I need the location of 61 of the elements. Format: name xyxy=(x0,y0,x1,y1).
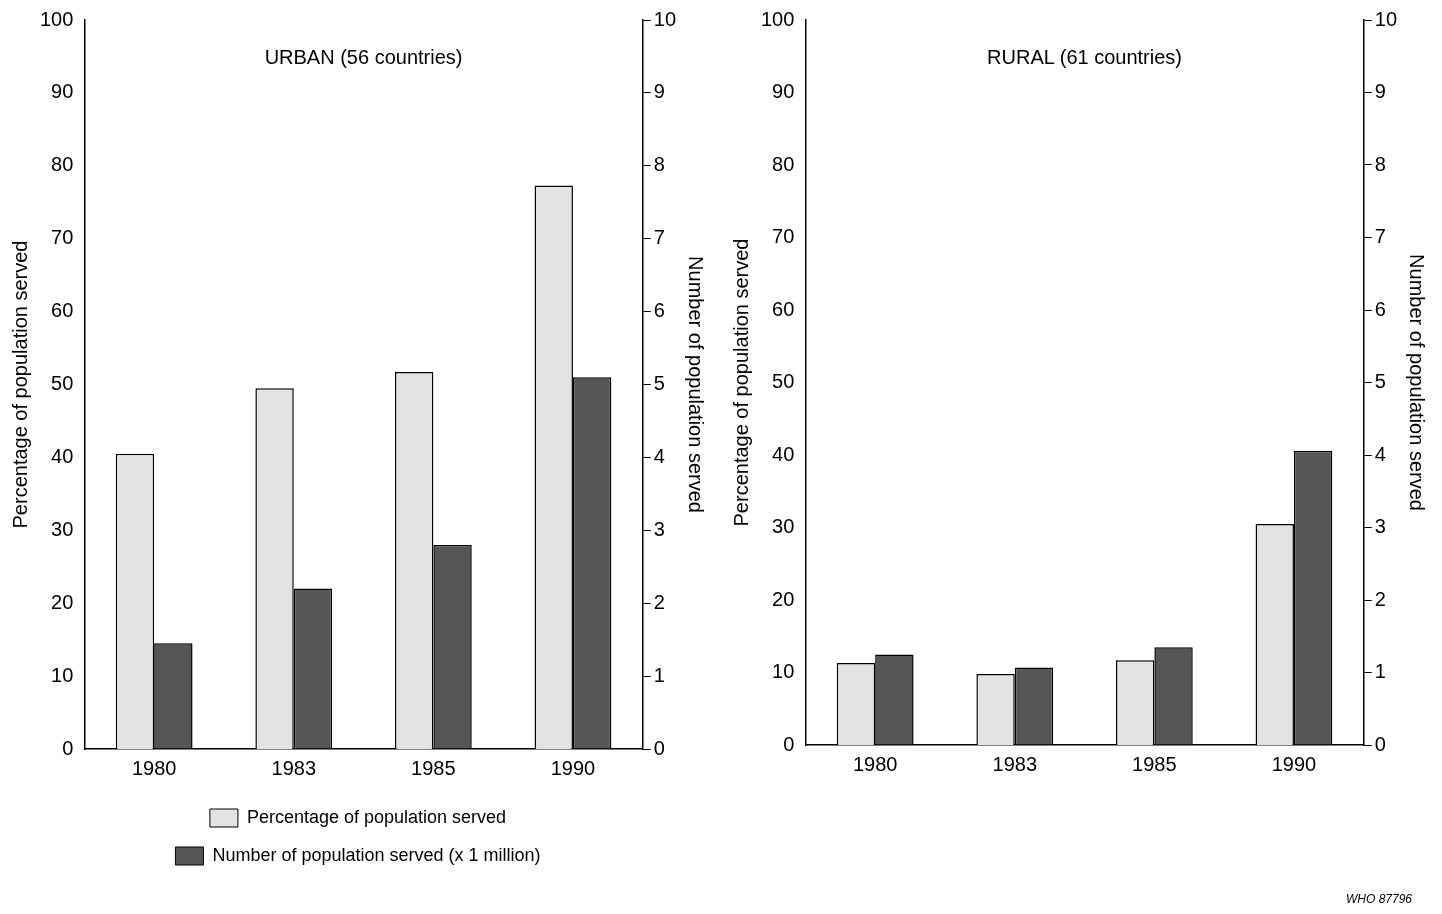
y-tick-label: 70 xyxy=(51,226,74,249)
y2-tick-label: 8 xyxy=(653,153,665,176)
y2-tick-label: 2 xyxy=(1374,587,1386,610)
y-tick-label: 10 xyxy=(51,663,74,686)
y-tick-label: 40 xyxy=(772,442,795,465)
y2-tick-label: 1 xyxy=(1374,660,1386,683)
y-tick-label: 100 xyxy=(760,7,795,30)
y-tick-label: 40 xyxy=(51,444,74,467)
x-tick-label: 1985 xyxy=(1132,752,1177,775)
y2-tick-label: 9 xyxy=(653,80,665,103)
y-tick-label: 30 xyxy=(772,515,795,538)
y-tick-label: 0 xyxy=(783,732,795,755)
x-tick-label: 1983 xyxy=(992,752,1038,775)
y-tick-label: 10 xyxy=(772,660,795,683)
y2-tick-label: 3 xyxy=(1374,515,1386,538)
x-tick-label: 1983 xyxy=(271,756,317,779)
y2-tick-label: 0 xyxy=(653,736,665,759)
y2-axis-title: Number of population served xyxy=(1406,254,1429,511)
y-tick-label: 80 xyxy=(772,152,795,175)
y-tick-label: 60 xyxy=(772,297,795,320)
y2-tick-label: 5 xyxy=(1374,370,1386,393)
y2-tick-label: 8 xyxy=(1374,152,1386,175)
y2-tick-label: 10 xyxy=(1374,7,1397,30)
y-tick-label: 30 xyxy=(51,517,74,540)
y-tick-label: 100 xyxy=(39,7,74,30)
y2-tick-label: 0 xyxy=(1374,732,1386,755)
y-tick-label: 0 xyxy=(62,736,74,759)
y2-tick-label: 7 xyxy=(653,226,665,249)
text: WHO 87796 xyxy=(1345,892,1412,906)
y-tick-label: 60 xyxy=(51,299,74,322)
y-tick-label: 20 xyxy=(51,590,74,613)
y2-tick-label: 7 xyxy=(1374,225,1386,248)
y-tick-label: 80 xyxy=(51,153,74,176)
y-tick-label: 90 xyxy=(51,80,74,103)
y-axis-title: Percentage of population served xyxy=(729,238,752,527)
text: URBAN (56 countries) xyxy=(264,45,463,68)
y2-tick-label: 4 xyxy=(653,444,665,467)
x-tick-label: 1985 xyxy=(411,756,456,779)
y-tick-label: 70 xyxy=(772,225,795,248)
y2-tick-label: 6 xyxy=(1374,297,1386,320)
y-axis-title: Percentage of population served xyxy=(8,240,31,529)
x-tick-label: 1980 xyxy=(852,752,898,775)
legend-label: Number of population served (x 1 million) xyxy=(212,844,541,865)
y2-axis-title: Number of population served xyxy=(685,256,708,513)
y-tick-label: 90 xyxy=(772,80,795,103)
y2-tick-label: 6 xyxy=(653,299,665,322)
y2-tick-label: 3 xyxy=(653,517,665,540)
x-tick-label: 1990 xyxy=(550,756,596,779)
y2-tick-label: 9 xyxy=(1374,80,1386,103)
x-tick-label: 1980 xyxy=(131,756,177,779)
y-tick-label: 20 xyxy=(772,587,795,610)
legend-label: Percentage of population served xyxy=(246,806,507,827)
text: RURAL (61 countries) xyxy=(987,45,1183,68)
y2-tick-label: 4 xyxy=(1374,442,1386,465)
y-tick-label: 50 xyxy=(51,372,74,395)
y2-tick-label: 1 xyxy=(653,663,665,686)
y-tick-label: 50 xyxy=(772,370,795,393)
y2-tick-label: 2 xyxy=(653,590,665,613)
y2-tick-label: 5 xyxy=(653,372,665,395)
x-tick-label: 1990 xyxy=(1271,752,1317,775)
y2-tick-label: 10 xyxy=(653,7,676,30)
